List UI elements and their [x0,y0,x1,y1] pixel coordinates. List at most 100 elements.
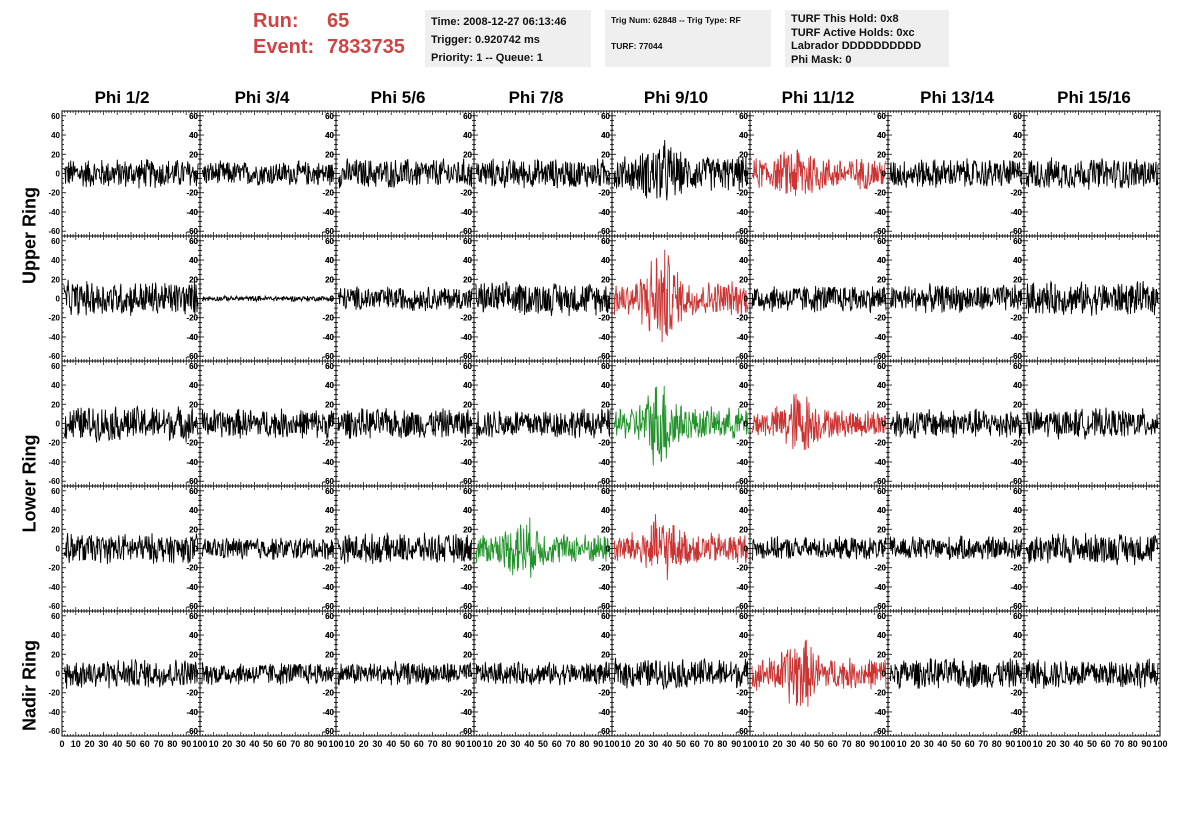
waveform-trace [63,405,199,443]
y-tick-label: -40 [874,208,886,217]
y-tick-label: -40 [322,208,334,217]
y-tick-label: 0 [56,545,61,554]
y-tick-label: 40 [463,381,472,390]
x-tick-label: 20 [635,739,645,749]
y-tick-label: 40 [1013,381,1022,390]
y-tick-label: 40 [463,256,472,265]
y-tick-label: 60 [739,237,748,246]
y-tick-label: 0 [194,670,199,679]
waveform-panel: -60 -40 -20 0 20 40 60 -60 -40 -20 0 20 40 60 [48,110,201,237]
y-tick-label: -60 [598,727,610,736]
y-tick-label: -60 [186,602,198,611]
y-tick-label: -40 [48,458,60,467]
y-tick-label: 20 [189,650,198,659]
y-tick-label: -60 [460,227,472,236]
y-tick-label: -60 [598,477,610,486]
y-tick-label: -20 [736,189,748,198]
panel-frame [611,360,751,487]
y-tick-label: 60 [189,237,198,246]
column-header: Phi 3/4 [234,88,290,107]
y-tick-label: 40 [1013,131,1022,140]
waveform-trace [889,283,1023,314]
y-tick-label: -20 [736,189,748,198]
y-tick-label: -60 [322,477,334,486]
y-tick-label: -20 [736,439,748,448]
y-tick-label: 20 [189,150,198,159]
y-tick-label: 0 [1018,420,1023,429]
x-tick-label: 10 [621,739,631,749]
y-tick-label: -60 [48,477,60,486]
y-tick-label: 60 [739,112,748,121]
waveform-trace [751,536,887,561]
y-tick-label: 0 [194,545,199,554]
trigger-text: Trigger: 0.920742 ms [431,34,540,46]
y-tick-label: 20 [877,650,886,659]
y-tick-label: -40 [598,333,610,342]
waveform-trace [201,662,334,686]
y-tick-label: -40 [186,583,198,592]
waveform-panel: -60 -40 -20 0 20 40 60 [1010,485,1161,612]
waveform-trace [475,158,611,189]
y-tick-label: 20 [1013,275,1022,284]
x-tick-label: 60 [414,739,424,749]
y-tick-label: -40 [736,583,748,592]
y-tick-label: 0 [468,670,473,679]
x-tick-label: 90 [181,739,191,749]
y-tick-label: -40 [460,708,472,717]
y-tick-label: 0 [468,670,473,679]
x-tick-label: 80 [167,739,177,749]
y-tick-label: -20 [322,439,334,448]
y-tick-label: -40 [48,208,60,217]
y-tick-label: 40 [739,381,748,390]
y-tick-label: 60 [877,362,886,371]
waveform-panel: -60 -40 -20 0 20 40 60 -60 -40 -20 0 20 40 60 [460,110,613,237]
y-tick-label: 0 [330,295,335,304]
y-tick-label: -40 [186,208,198,217]
y-tick-label: -40 [460,333,472,342]
x-tick-label: 20 [773,739,783,749]
y-tick-label: 0 [56,670,61,679]
y-tick-label: -20 [186,314,198,323]
y-tick-label: 0 [56,420,61,429]
y-tick-label: -60 [322,727,334,736]
waveform-trace [751,393,887,451]
y-tick-label: 40 [325,631,334,640]
waveform-trace [613,249,749,343]
y-tick-label: -40 [322,458,334,467]
y-tick-label: 40 [189,256,198,265]
waveform-panel: -60 -40 -20 0 20 40 60 -60 -40 -20 0 20 40 60 [186,485,337,612]
y-tick-label: -20 [736,314,748,323]
y-tick-label: -20 [460,689,472,698]
y-tick-label: 20 [739,275,748,284]
y-tick-label: 40 [463,131,472,140]
column-header: Phi 1/2 [94,88,150,107]
y-tick-label: -60 [736,727,748,736]
y-tick-label: -40 [186,458,198,467]
y-tick-label: -20 [874,689,886,698]
waveform-panel: -60 -40 -20 0 20 40 60 -60 -40 -20 0 20 40 60 [48,610,201,737]
waveform-trace [63,159,199,189]
x-tick-label: 60 [140,739,150,749]
column-header: Phi 9/10 [643,88,709,107]
y-tick-label: -20 [460,689,472,698]
y-tick-label: 20 [1013,650,1022,659]
waveform-panel: -60 -40 -20 0 20 40 60 -60 -40 -20 0 20 40 60 [460,360,613,487]
x-tick-label: 10 [897,739,907,749]
panel-frame [749,110,889,237]
y-tick-label: 20 [463,525,472,534]
y-tick-label: 20 [325,150,334,159]
waveform-panel: -60 -40 -20 0 20 40 60 -60 -40 -20 0 20 40 60 [736,610,889,737]
y-tick-label: -20 [322,689,334,698]
y-tick-label: -40 [736,333,748,342]
y-tick-label: 60 [739,612,748,621]
y-tick-label: -20 [598,564,610,573]
y-tick-label: 0 [468,170,473,179]
y-tick-label: 60 [189,112,198,121]
y-tick-label: 40 [877,631,886,640]
y-tick-label: -40 [874,458,886,467]
y-tick-label: 0 [194,295,199,304]
run-value: 65 [327,10,350,32]
turf-info-box: TURF This Hold: 0x8 TURF Active Holds: 0… [785,10,949,67]
x-tick-label: 40 [524,739,534,749]
x-tick-label: 40 [937,739,947,749]
